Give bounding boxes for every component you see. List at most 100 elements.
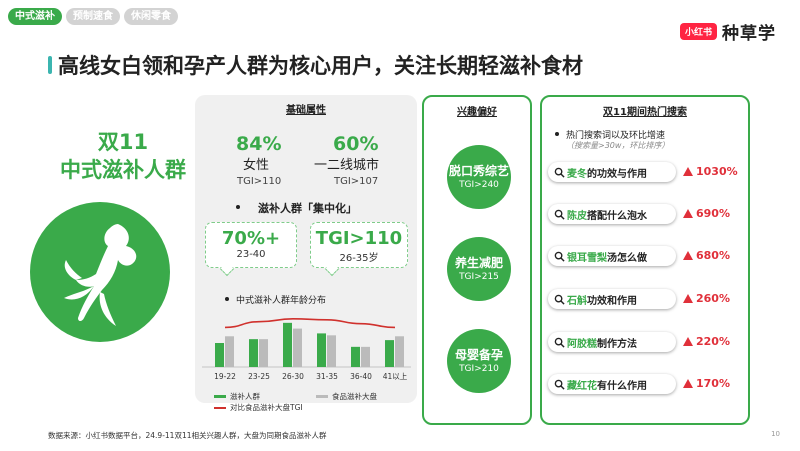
age-tgi-bubble: TGI>110 26-35岁 (310, 222, 408, 277)
search-term-pill[interactable]: 陈皮 搭配什么泡水 (548, 204, 676, 224)
legend-item-market: 食品滋补大盘 (316, 391, 377, 402)
search-keyword: 藏红花 (567, 380, 597, 392)
interest-item: 母婴备孕 TGI>210 (447, 329, 511, 393)
growth-rate: 1030% (683, 165, 738, 178)
growth-value: 690% (696, 207, 730, 220)
search-keyword: 阿胶糕 (567, 338, 597, 350)
up-arrow-icon (683, 337, 693, 346)
up-arrow-icon (683, 294, 693, 303)
growth-value: 170% (696, 377, 730, 390)
bar (283, 322, 292, 367)
brand: 小红书 种草学 (679, 19, 776, 44)
search-phrase: 有什么作用 (597, 380, 647, 392)
search-icon (554, 337, 565, 348)
search-icon (554, 251, 565, 262)
x-tick-label: 41以上 (383, 372, 408, 381)
age-chart-title: 中式滋补人群年龄分布 (236, 296, 327, 306)
search-icon (554, 209, 565, 220)
search-term-pill[interactable]: 银耳雪梨 汤怎么做 (548, 246, 676, 266)
interest-item-title: 母婴备孕 (454, 347, 503, 362)
x-tick-label: 19-22 (214, 372, 236, 381)
growth-value: 1030% (696, 165, 738, 178)
search-phrase: 制作方法 (597, 338, 637, 350)
search-keyword: 陈皮 (567, 210, 587, 222)
female-share-value: 84% (236, 133, 282, 155)
legend-swatch (316, 395, 328, 398)
tier-city-value: 60% (333, 133, 379, 155)
x-tick-label: 31-35 (316, 372, 338, 381)
age-share-range: 23-40 (236, 249, 266, 260)
headline-accent (48, 56, 52, 74)
page-number: 10 (771, 430, 780, 438)
brand-name: 种草学 (722, 24, 776, 44)
search-icon (554, 167, 565, 178)
growth-value: 260% (696, 292, 730, 305)
x-tick-label: 23-25 (248, 372, 270, 381)
bar (385, 340, 394, 367)
female-share-label: 女性 (243, 158, 270, 173)
segment-title: 双11 中式滋补人群 (48, 128, 198, 184)
tier-city-tgi: TGI>107 (334, 176, 379, 187)
tier-city-label: 一二线城市 (314, 158, 380, 173)
bar (215, 343, 224, 367)
bar (317, 333, 326, 367)
interest-item-title: 脱口秀综艺 (448, 163, 509, 178)
basic-attributes-title: 基础属性 (286, 105, 326, 116)
female-share-tgi: TGI>110 (237, 176, 282, 187)
tgi-line (224, 318, 396, 329)
legend-swatch (214, 395, 226, 398)
search-phrase: 搭配什么泡水 (587, 210, 647, 222)
interest-title: 兴趣偏好 (457, 107, 497, 118)
search-keyword: 银耳雪梨 (567, 252, 607, 264)
search-term-pill[interactable]: 石斛 功效和作用 (548, 289, 676, 309)
up-arrow-icon (683, 167, 693, 176)
legend-label: 食品滋补大盘 (332, 392, 377, 401)
age-tgi-range: 26-35岁 (339, 253, 379, 264)
search-icon (554, 379, 565, 390)
interest-item: 脱口秀综艺 TGI>240 (447, 145, 511, 209)
legend-label: 对比食品滋补大盘TGI (230, 403, 303, 412)
age-share-bubble: 70%+ 23-40 (205, 222, 297, 277)
segment-title-line1: 双11 (97, 130, 149, 154)
search-keyword: 麦冬 (567, 168, 587, 180)
growth-rate: 170% (683, 377, 730, 390)
interest-item-tgi: TGI>215 (459, 271, 499, 282)
search-term-pill[interactable]: 阿胶糕 制作方法 (548, 332, 676, 352)
search-phrase: 的功效与作用 (587, 168, 647, 180)
x-tick-label: 26-30 (282, 372, 304, 381)
growth-rate: 220% (683, 335, 730, 348)
age-share-value: 70%+ (221, 228, 281, 249)
growth-rate: 260% (683, 292, 730, 305)
tab-chinese-tonic[interactable]: 中式滋补 (8, 8, 62, 25)
search-term-pill[interactable]: 麦冬 的功效与作用 (548, 162, 676, 182)
interest-item: 养生减肥 TGI>215 (447, 237, 511, 301)
age-distribution-chart: 19-22 23-25 26-30 31-35 36-40 41以上 (202, 318, 411, 381)
bullet-dot (236, 205, 240, 209)
growth-rate: 680% (683, 249, 730, 262)
bar (395, 336, 404, 367)
growth-value: 220% (696, 335, 730, 348)
bar (361, 346, 370, 367)
up-arrow-icon (683, 251, 693, 260)
growth-rate: 690% (683, 207, 730, 220)
growth-value: 680% (696, 249, 730, 262)
segment-title-line2: 中式滋补人群 (60, 158, 186, 182)
legend-label: 滋补人群 (230, 392, 260, 401)
search-icon (554, 294, 565, 305)
hot-search-title: 双11期间热门搜索 (603, 107, 687, 118)
category-tabs: 中式滋补 预制速食 休闲零食 (8, 8, 178, 25)
concentration-title: 滋补人群「集中化」 (258, 202, 357, 215)
x-tick-label: 36-40 (350, 372, 372, 381)
tab-snacks[interactable]: 休闲零食 (124, 8, 178, 25)
search-phrase: 功效和作用 (587, 295, 637, 307)
tab-prepared-food[interactable]: 预制速食 (66, 8, 120, 25)
legend-item-tonic: 滋补人群 (214, 391, 260, 402)
bar (259, 339, 268, 367)
up-arrow-icon (683, 209, 693, 218)
bullet-dot (225, 297, 229, 301)
search-term-pill[interactable]: 藏红花 有什么作用 (548, 374, 676, 394)
brand-logo: 小红书 (679, 23, 717, 40)
hot-search-subtitle: 热门搜索词以及环比增速 (566, 131, 666, 141)
up-arrow-icon (683, 379, 693, 388)
age-tgi-value: TGI>110 (315, 228, 403, 249)
